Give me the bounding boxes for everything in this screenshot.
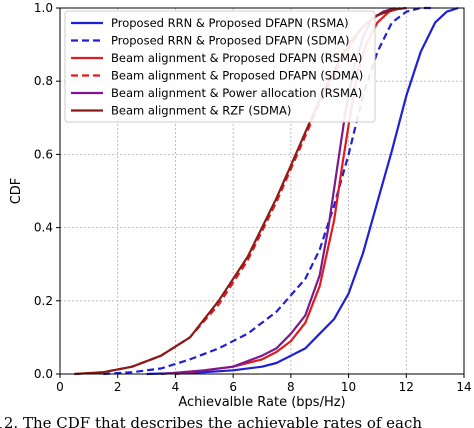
legend-entry-label: Proposed RRN & Proposed DFAPN (SDMA) <box>111 34 349 48</box>
legend: Proposed RRN & Proposed DFAPN (RSMA) Prop… <box>64 10 376 123</box>
x-tick-label: 14 <box>456 380 471 394</box>
legend-entry-label: Beam alignment & Proposed DFAPN (RSMA) <box>111 51 362 65</box>
y-tick-label: 0.2 <box>34 294 53 308</box>
x-tick-label: 8 <box>287 380 295 394</box>
legend-entry-label: Beam alignment & Power allocation (RSMA) <box>111 86 362 100</box>
x-tick-label: 4 <box>172 380 180 394</box>
x-tick-label: 2 <box>114 380 122 394</box>
legend-entry-label: Beam alignment & RZF (SDMA) <box>111 104 291 118</box>
series-line-2 <box>103 6 436 376</box>
x-tick-label: 10 <box>341 380 356 394</box>
figure-caption: Fig. 12. The CDF that describes the achi… <box>0 414 422 428</box>
legend-entry-label: Beam alignment & Proposed DFAPN (SDMA) <box>111 69 363 83</box>
y-tick-label: 0.0 <box>34 367 53 381</box>
y-tick-label: 0.4 <box>34 221 53 235</box>
legend-entry-label: Proposed RRN & Proposed DFAPN (RSMA) <box>111 16 349 30</box>
x-axis-label: Achievalble Rate (bps/Hz) <box>178 395 345 410</box>
legend-box <box>64 10 376 123</box>
y-tick-label: 1.0 <box>34 1 53 15</box>
x-tick-label: 12 <box>399 380 414 394</box>
y-tick-label: 0.6 <box>34 147 53 161</box>
x-tick-label: 6 <box>229 380 237 394</box>
series-line-1 <box>146 6 459 376</box>
y-tick-label: 0.8 <box>34 74 53 88</box>
axis-ticks: 0 2 4 6 8 10 12 14 0.0 0.2 0.4 0.6 0.8 1.0 <box>34 1 472 394</box>
plot-frame <box>59 7 465 375</box>
x-tick-label: 0 <box>56 380 64 394</box>
y-axis-label: CDF <box>9 178 24 205</box>
series-layer <box>74 6 459 376</box>
